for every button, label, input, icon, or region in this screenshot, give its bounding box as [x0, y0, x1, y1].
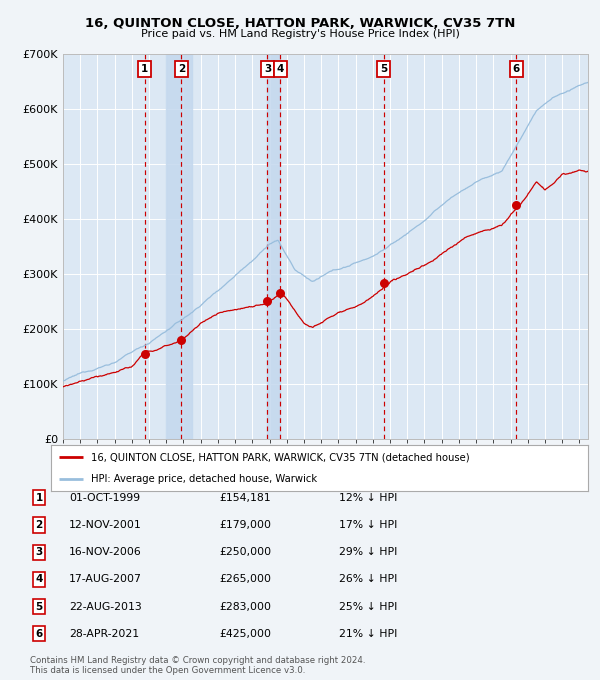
Text: 17% ↓ HPI: 17% ↓ HPI — [339, 520, 397, 530]
Text: 1: 1 — [141, 64, 148, 74]
Text: 25% ↓ HPI: 25% ↓ HPI — [339, 602, 397, 611]
Text: 12-NOV-2001: 12-NOV-2001 — [69, 520, 142, 530]
Text: 01-OCT-1999: 01-OCT-1999 — [69, 493, 140, 503]
Text: 2: 2 — [35, 520, 43, 530]
Text: 3: 3 — [35, 547, 43, 557]
Text: 4: 4 — [277, 64, 284, 74]
Bar — [166, 54, 192, 439]
Text: 16-NOV-2006: 16-NOV-2006 — [69, 547, 142, 557]
Text: 1: 1 — [35, 493, 43, 503]
Text: 26% ↓ HPI: 26% ↓ HPI — [339, 575, 397, 584]
Text: £425,000: £425,000 — [219, 629, 271, 639]
Text: 5: 5 — [380, 64, 388, 74]
Text: 17-AUG-2007: 17-AUG-2007 — [69, 575, 142, 584]
Text: £250,000: £250,000 — [219, 547, 271, 557]
Text: 6: 6 — [35, 629, 43, 639]
Text: 4: 4 — [35, 575, 43, 584]
Text: HPI: Average price, detached house, Warwick: HPI: Average price, detached house, Warw… — [91, 475, 317, 484]
Text: 28-APR-2021: 28-APR-2021 — [69, 629, 139, 639]
Text: 16, QUINTON CLOSE, HATTON PARK, WARWICK, CV35 7TN: 16, QUINTON CLOSE, HATTON PARK, WARWICK,… — [85, 17, 515, 30]
Text: 2: 2 — [178, 64, 185, 74]
Bar — [268, 54, 280, 439]
Text: £179,000: £179,000 — [219, 520, 271, 530]
Text: 3: 3 — [264, 64, 271, 74]
Text: This data is licensed under the Open Government Licence v3.0.: This data is licensed under the Open Gov… — [30, 666, 305, 675]
Text: £265,000: £265,000 — [219, 575, 271, 584]
Text: 22-AUG-2013: 22-AUG-2013 — [69, 602, 142, 611]
Text: £283,000: £283,000 — [219, 602, 271, 611]
Text: 5: 5 — [35, 602, 43, 611]
Text: Contains HM Land Registry data © Crown copyright and database right 2024.: Contains HM Land Registry data © Crown c… — [30, 656, 365, 665]
Text: Price paid vs. HM Land Registry's House Price Index (HPI): Price paid vs. HM Land Registry's House … — [140, 29, 460, 39]
Text: 16, QUINTON CLOSE, HATTON PARK, WARWICK, CV35 7TN (detached house): 16, QUINTON CLOSE, HATTON PARK, WARWICK,… — [91, 452, 470, 462]
Text: 21% ↓ HPI: 21% ↓ HPI — [339, 629, 397, 639]
Text: 29% ↓ HPI: 29% ↓ HPI — [339, 547, 397, 557]
Text: 6: 6 — [512, 64, 520, 74]
Text: 12% ↓ HPI: 12% ↓ HPI — [339, 493, 397, 503]
Text: £154,181: £154,181 — [219, 493, 271, 503]
